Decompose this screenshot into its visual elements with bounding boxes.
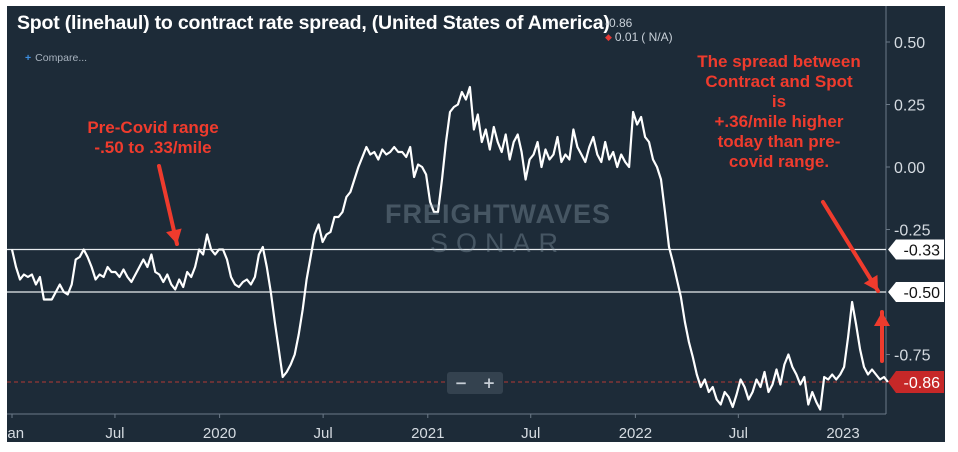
reference-tag (888, 282, 944, 302)
x-tick-label: Jan (7, 425, 24, 442)
annotation-line: Contract and Spot (705, 72, 853, 91)
last-value-tag (888, 371, 944, 393)
line-chart: 0.50 0.25 0.00 -0.25 -0.75 Jan Jul 2020 Jul 2021 J… (7, 6, 944, 442)
chart-panel: 0.50 0.25 0.00 -0.25 -0.75 Jan Jul 2020 Jul 2021 J… (7, 6, 945, 442)
annotation-line: Pre-Covid range (87, 118, 219, 137)
annotation-line: covid range. (728, 152, 830, 171)
annotation-line: +.36/mile higher (714, 112, 844, 131)
x-tick-label: Jul (521, 425, 540, 442)
x-tick-label: 2021 (411, 425, 444, 442)
annotation-pre-covid: Pre-Covid range -.50 to .33/mile (33, 118, 273, 158)
annotation-line: is (771, 92, 787, 111)
arrow-up-head (874, 312, 890, 326)
annotation-line: today than pre- (717, 132, 841, 151)
zoom-out-button[interactable]: − (454, 374, 468, 392)
diamond-down-icon: ◆ (605, 32, 612, 42)
zoom-in-button[interactable]: + (482, 374, 496, 392)
change-percent: ( N/A) (641, 30, 673, 44)
plus-icon: + (25, 52, 32, 64)
y-tick-label: 0.25 (894, 98, 925, 115)
arrow-spread-head (863, 274, 878, 291)
reference-tag (888, 239, 944, 260)
annotation-spread: The spread between Contract and Spot is … (679, 52, 879, 172)
x-tick-label: 2020 (203, 425, 236, 442)
change-readout: ◆ 0.01 ( N/A) (605, 30, 673, 44)
title-values: -0.86 ◆ 0.01 ( N/A) (605, 16, 673, 44)
arrow-spread (821, 200, 880, 293)
annotation-line: -.50 to .33/mile (94, 138, 212, 157)
reference-tag-label: -0.50 (904, 285, 941, 302)
chart-title-bar: Spot (linehaul) to contract rate spread,… (17, 12, 610, 35)
y-tick-label: 0.00 (894, 160, 925, 177)
y-tick-label: 0.50 (894, 35, 925, 52)
x-tick-label: 2022 (619, 425, 652, 442)
x-tick-label: 2023 (826, 425, 859, 442)
y-tick-label: -0.25 (894, 223, 931, 240)
compare-button[interactable]: + Compare... (25, 52, 87, 64)
y-tick-label: -0.75 (894, 348, 931, 365)
zoom-controls: − + (447, 372, 503, 394)
annotation-line: The spread between (697, 52, 861, 71)
arrow-pre-covid-head (166, 228, 182, 244)
x-tick-label: Jul (729, 425, 748, 442)
chart-title: Spot (linehaul) to contract rate spread,… (17, 12, 610, 34)
reference-tag-label: -0.33 (904, 243, 941, 260)
change-value: 0.01 (614, 30, 639, 44)
last-value-readout: -0.86 (605, 16, 633, 30)
x-tick-label: Jul (105, 425, 124, 442)
x-tick-label: Jul (314, 425, 333, 442)
last-value-tag-label: -0.86 (904, 375, 941, 392)
compare-label: Compare... (35, 52, 88, 64)
series-line (10, 85, 889, 411)
